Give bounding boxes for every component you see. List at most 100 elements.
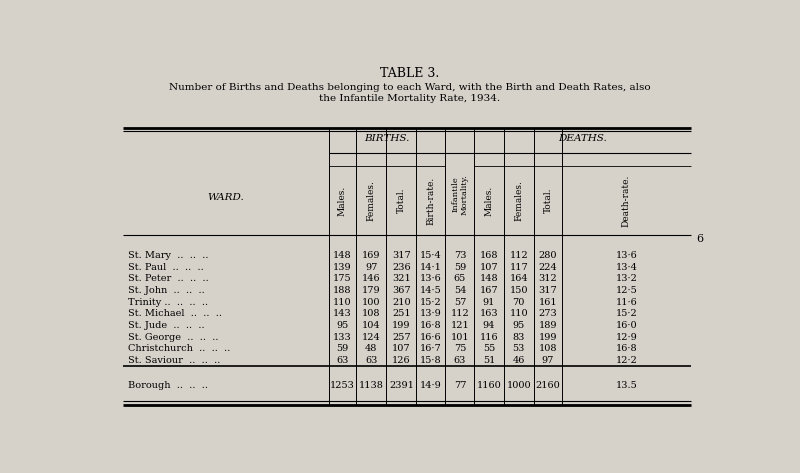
Text: 97: 97 (365, 263, 378, 272)
Text: 312: 312 (538, 274, 558, 283)
Text: 59: 59 (336, 344, 349, 353)
Text: 15·2: 15·2 (420, 298, 442, 307)
Text: Males.: Males. (485, 185, 494, 216)
Text: 189: 189 (538, 321, 557, 330)
Text: 199: 199 (392, 321, 410, 330)
Text: 15·2: 15·2 (615, 309, 638, 318)
Text: 15·8: 15·8 (420, 356, 442, 365)
Text: 1000: 1000 (506, 381, 531, 390)
Text: 1253: 1253 (330, 381, 355, 390)
Text: 101: 101 (450, 333, 470, 342)
Text: 116: 116 (480, 333, 498, 342)
Text: 112: 112 (510, 251, 528, 260)
Text: 15·4: 15·4 (420, 251, 442, 260)
Text: 121: 121 (450, 321, 470, 330)
Text: 107: 107 (392, 344, 410, 353)
Text: 77: 77 (454, 381, 466, 390)
Text: TABLE 3.: TABLE 3. (380, 67, 440, 79)
Text: 97: 97 (542, 356, 554, 365)
Text: 112: 112 (450, 309, 470, 318)
Text: 143: 143 (333, 309, 352, 318)
Text: Birth-rate.: Birth-rate. (426, 176, 435, 225)
Text: 317: 317 (538, 286, 558, 295)
Text: 100: 100 (362, 298, 381, 307)
Text: 126: 126 (392, 356, 410, 365)
Text: 55: 55 (483, 344, 495, 353)
Text: 280: 280 (538, 251, 557, 260)
Text: 13·6: 13·6 (615, 251, 638, 260)
Text: 63: 63 (336, 356, 349, 365)
Text: 13.5: 13.5 (615, 381, 638, 390)
Text: Number of Births and Deaths belonging to each Ward, with the Birth and Death Rat: Number of Births and Deaths belonging to… (169, 83, 651, 103)
Text: 46: 46 (513, 356, 525, 365)
Text: 65: 65 (454, 274, 466, 283)
Text: 236: 236 (392, 263, 410, 272)
Text: 73: 73 (454, 251, 466, 260)
Text: St. Saviour  ..  ..  ..: St. Saviour .. .. .. (128, 356, 220, 365)
Text: 257: 257 (392, 333, 410, 342)
Text: 12·2: 12·2 (615, 356, 638, 365)
Text: St. Michael  ..  ..  ..: St. Michael .. .. .. (128, 309, 222, 318)
Text: 175: 175 (333, 274, 352, 283)
Text: 16·0: 16·0 (615, 321, 637, 330)
Text: 133: 133 (333, 333, 352, 342)
Text: 1160: 1160 (477, 381, 502, 390)
Text: BIRTHS.: BIRTHS. (364, 134, 410, 143)
Text: 53: 53 (513, 344, 525, 353)
Text: 168: 168 (480, 251, 498, 260)
Text: 13·9: 13·9 (420, 309, 442, 318)
Text: 110: 110 (510, 309, 528, 318)
Text: 188: 188 (333, 286, 352, 295)
Text: 163: 163 (480, 309, 498, 318)
Text: Borough  ..  ..  ..: Borough .. .. .. (128, 381, 208, 390)
Text: 91: 91 (483, 298, 495, 307)
Text: 13·6: 13·6 (420, 274, 442, 283)
Text: 179: 179 (362, 286, 381, 295)
Text: Infantile
Mortality.: Infantile Mortality. (451, 174, 469, 215)
Text: Christchurch  ..  ..  ..: Christchurch .. .. .. (128, 344, 230, 353)
Text: Trinity ..  ..  ..  ..: Trinity .. .. .. .. (128, 298, 208, 307)
Text: 124: 124 (362, 333, 381, 342)
Text: 210: 210 (392, 298, 410, 307)
Text: 107: 107 (480, 263, 498, 272)
Text: Total.: Total. (543, 188, 553, 213)
Text: 110: 110 (333, 298, 352, 307)
Text: 150: 150 (510, 286, 528, 295)
Text: 75: 75 (454, 344, 466, 353)
Text: 148: 148 (333, 251, 352, 260)
Text: WARD.: WARD. (207, 193, 244, 202)
Text: 199: 199 (538, 333, 557, 342)
Text: 83: 83 (513, 333, 525, 342)
Text: 317: 317 (392, 251, 410, 260)
Text: 95: 95 (513, 321, 525, 330)
Text: Males.: Males. (338, 185, 347, 216)
Text: 251: 251 (392, 309, 410, 318)
Text: Death-rate.: Death-rate. (622, 175, 631, 227)
Text: St. Paul  ..  ..  ..: St. Paul .. .. .. (128, 263, 204, 272)
Text: St. Mary  ..  ..  ..: St. Mary .. .. .. (128, 251, 208, 260)
Text: 51: 51 (483, 356, 495, 365)
Text: 70: 70 (513, 298, 525, 307)
Text: 367: 367 (392, 286, 410, 295)
Text: 12·9: 12·9 (615, 333, 638, 342)
Text: 169: 169 (362, 251, 381, 260)
Text: 14·1: 14·1 (420, 263, 442, 272)
Text: 11·6: 11·6 (615, 298, 638, 307)
Text: 108: 108 (362, 309, 381, 318)
Text: 16·7: 16·7 (420, 344, 442, 353)
Text: 95: 95 (336, 321, 349, 330)
Text: 63: 63 (454, 356, 466, 365)
Text: 148: 148 (480, 274, 498, 283)
Text: 161: 161 (538, 298, 558, 307)
Text: 54: 54 (454, 286, 466, 295)
Text: 167: 167 (480, 286, 498, 295)
Text: 12·5: 12·5 (615, 286, 638, 295)
Text: 59: 59 (454, 263, 466, 272)
Text: DEATHS.: DEATHS. (558, 134, 607, 143)
Text: St. George  ..  ..  ..: St. George .. .. .. (128, 333, 218, 342)
Text: 164: 164 (510, 274, 528, 283)
Text: 14·5: 14·5 (420, 286, 442, 295)
Text: 139: 139 (333, 263, 352, 272)
Text: 16·8: 16·8 (420, 321, 442, 330)
Text: 104: 104 (362, 321, 381, 330)
